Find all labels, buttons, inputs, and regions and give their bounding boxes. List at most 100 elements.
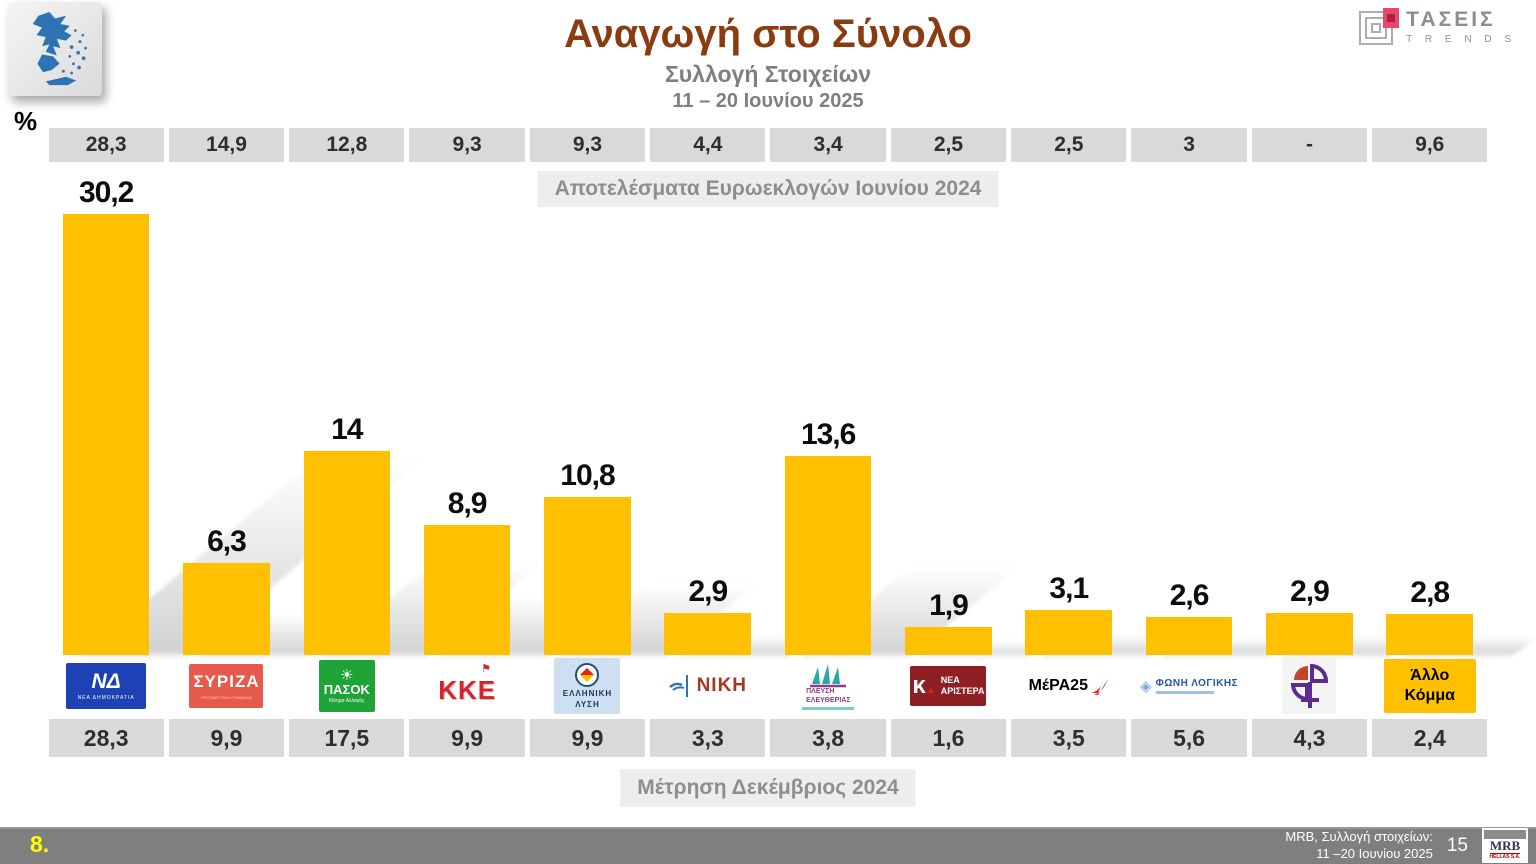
- nea-aristera-logo: κ▲ ΝΕΑ ΑΡΙΣΤΕΡΑ: [910, 666, 987, 706]
- greece-map-icon: [32, 12, 87, 86]
- bar: [423, 525, 511, 655]
- bar-chart: 30,2 6,3 14 8,9 10,8 2,9 13,6 1,9 3,1 2,6 2,9 2,8: [46, 167, 1536, 655]
- taseis-trends-logo: ΤΑΣΕΙΣ T R E N D S: [1359, 8, 1516, 48]
- flag-icon: ⚑: [481, 663, 492, 675]
- dec2024-result-cell: 3,3: [650, 719, 766, 757]
- euro-result-cell: 28,3: [48, 128, 164, 162]
- bar: [183, 563, 270, 655]
- euro-result-cell: 2,5: [890, 128, 1007, 162]
- plefsi-eleftherias-logo: ΠΛΕΥΣΗ ΕΛΕΥΘΕΡΙΑΣ: [802, 662, 855, 711]
- bar-column: 3,1: [1009, 167, 1178, 655]
- dec2024-result-cell: 1,6: [890, 719, 1007, 757]
- bar: [1025, 609, 1113, 655]
- bar-value-label: 13,6: [800, 418, 856, 452]
- party-logo-cell: ΜέΡΑ25: [1009, 655, 1129, 717]
- mrb-logo-band: [1484, 830, 1526, 839]
- bar: [303, 450, 391, 655]
- syriza-logo: ΣΥΡΙΖΑ ΠΡΟΟΔΕΥΤΙΚΗ ΣΥΜΜΑΧΙΑ: [189, 664, 264, 708]
- euro-result-cell: 3,4: [770, 128, 886, 162]
- page-number: 15: [1446, 834, 1468, 856]
- dec2024-result-cell: 3,8: [770, 719, 886, 757]
- bar: [1145, 617, 1233, 655]
- bar-column: 8,9: [407, 167, 622, 655]
- bar-column: 1,9: [888, 167, 1048, 655]
- euro-result-cell: 9,6: [1372, 128, 1488, 162]
- bar: [905, 627, 992, 655]
- sailboat-icon: [810, 663, 847, 687]
- party-logo-cell: [1249, 655, 1369, 717]
- nd-logo: ΝΔ ΝΕΑ ΔΗΜΟΚΡΑΤΙΑ: [66, 663, 147, 709]
- kinima-dimokratias-logo: [1282, 658, 1337, 714]
- bar: [784, 456, 872, 655]
- bar-value-label: 8,9: [447, 487, 488, 521]
- bar: [544, 497, 631, 655]
- source-line1: MRB, Συλλογή στοιχείων:: [1285, 828, 1433, 844]
- dec2024-result-cell: 9,9: [409, 719, 525, 757]
- dec2024-result-cell: 3,5: [1011, 719, 1127, 757]
- niki-logo: ΝΙΚΗ: [668, 674, 747, 698]
- party-logo-cell: ΣΥΡΙΖΑ ΠΡΟΟΔΕΥΤΙΚΗ ΣΥΜΜΑΧΙΑ: [166, 655, 286, 717]
- bar-value-label: 2,6: [1169, 579, 1210, 613]
- bar-column: 13,6: [768, 167, 1019, 655]
- bar-column: 2,9: [648, 167, 815, 655]
- compass-icon: [575, 662, 600, 687]
- euro-result-cell: 9,3: [529, 128, 646, 162]
- sun-icon: ☀: [340, 666, 354, 684]
- party-logo-cell: κ▲ ΝΕΑ ΑΡΙΣΤΕΡΑ: [888, 655, 1008, 717]
- euro-result-cell: 3: [1131, 128, 1247, 162]
- bar-column: 30,2: [46, 167, 427, 655]
- bar: [664, 612, 752, 655]
- bar: [62, 214, 150, 655]
- mrb-hellas-logo: MRB HELLAS S.A.: [1482, 828, 1528, 863]
- bar-value-label: 14: [331, 412, 363, 446]
- dove-icon: [668, 675, 688, 697]
- elliniki-lysi-logo: ΕΛΛΗΝΙΚΗ ΛΥΣΗ: [554, 658, 621, 714]
- title-block: Αναγωγή στο Σύνολο Συλλογή Στοιχείων 11 …: [0, 12, 1536, 113]
- bar-value-label: 2,8: [1410, 576, 1450, 610]
- party-logo-cell: ◈ ΦΩΝΗ ΛΟΓΙΚΗΣ: [1129, 655, 1249, 717]
- dec2024-result-cell: 2,4: [1372, 719, 1488, 757]
- taseis-squares-icon: [1359, 8, 1400, 48]
- dec2024-results-row: 28,3 9,9 17,5 9,9 9,9 3,3 3,8 1,6 3,5 5,6 4,3 2,4: [46, 719, 1490, 757]
- party-logo-cell: ΝΔ ΝΕΑ ΔΗΜΟΚΡΑΤΙΑ: [46, 655, 166, 717]
- slide-number: 8.: [30, 831, 50, 857]
- euro-result-cell: 9,3: [409, 128, 525, 162]
- kke-logo: ⚑ ΚΚΕ: [435, 663, 500, 708]
- source-note: MRB, Συλλογή στοιχείων: 11 –20 Ιουνίου 2…: [1285, 829, 1433, 863]
- fieldwork-dates: 11 – 20 Ιουνίου 2025: [672, 90, 864, 112]
- mera25-logo: ΜέΡΑ25: [1029, 676, 1109, 696]
- bar-value-label: 10,8: [560, 459, 615, 493]
- pasok-logo: ☀ ΠΑΣΟΚ Κίνημα Αλλαγής: [318, 660, 375, 712]
- bar: [1386, 614, 1474, 655]
- mrb-hellas-text: HELLAS S.A.: [1489, 854, 1521, 861]
- bar-column: 14: [287, 167, 541, 655]
- red-swoosh-icon: [1090, 679, 1108, 695]
- dec2024-result-cell: 17,5: [289, 719, 405, 757]
- page-subtitle: Συλλογή Στοιχείων: [664, 61, 871, 87]
- euro-result-cell: 2,5: [1011, 128, 1127, 162]
- bar-value-label: 1,9: [929, 589, 969, 623]
- greece-map-logo: [8, 2, 102, 96]
- bar-value-label: 2,9: [1290, 574, 1330, 608]
- bar-column: 2,8: [1370, 167, 1536, 655]
- trends-wordmark: T R E N D S: [1406, 34, 1516, 45]
- party-logo-cell: ☀ ΠΑΣΟΚ Κίνημα Αλλαγής: [287, 655, 407, 717]
- page-title: Αναγωγή στο Σύνολο: [564, 12, 972, 56]
- euro-result-cell: -: [1251, 128, 1368, 162]
- bar-column: 2,9: [1249, 167, 1417, 655]
- dec2024-result-cell: 9,9: [168, 719, 285, 757]
- bar-value-label: 2,9: [688, 574, 728, 608]
- bar-column: 6,3: [166, 167, 361, 655]
- bar-value-label: 6,3: [207, 525, 247, 559]
- mrb-wordmark: MRB: [1489, 838, 1521, 855]
- bar-value-label: 30,2: [78, 176, 134, 210]
- bar: [1266, 612, 1353, 655]
- purple-flower-icon: [1291, 663, 1329, 708]
- euro-result-cell: 12,8: [289, 128, 405, 162]
- bar-value-label: 3,1: [1049, 571, 1089, 605]
- percent-axis-label: %: [14, 106, 38, 136]
- party-logos-row: ΝΔ ΝΕΑ ΔΗΜΟΚΡΑΤΙΑ ΣΥΡΙΖΑ ΠΡΟΟΔΕΥΤΙΚΗ ΣΥΜΜΑΧ…: [46, 655, 1490, 717]
- dec2024-result-cell: 5,6: [1131, 719, 1247, 757]
- bar-column: 2,6: [1129, 167, 1294, 655]
